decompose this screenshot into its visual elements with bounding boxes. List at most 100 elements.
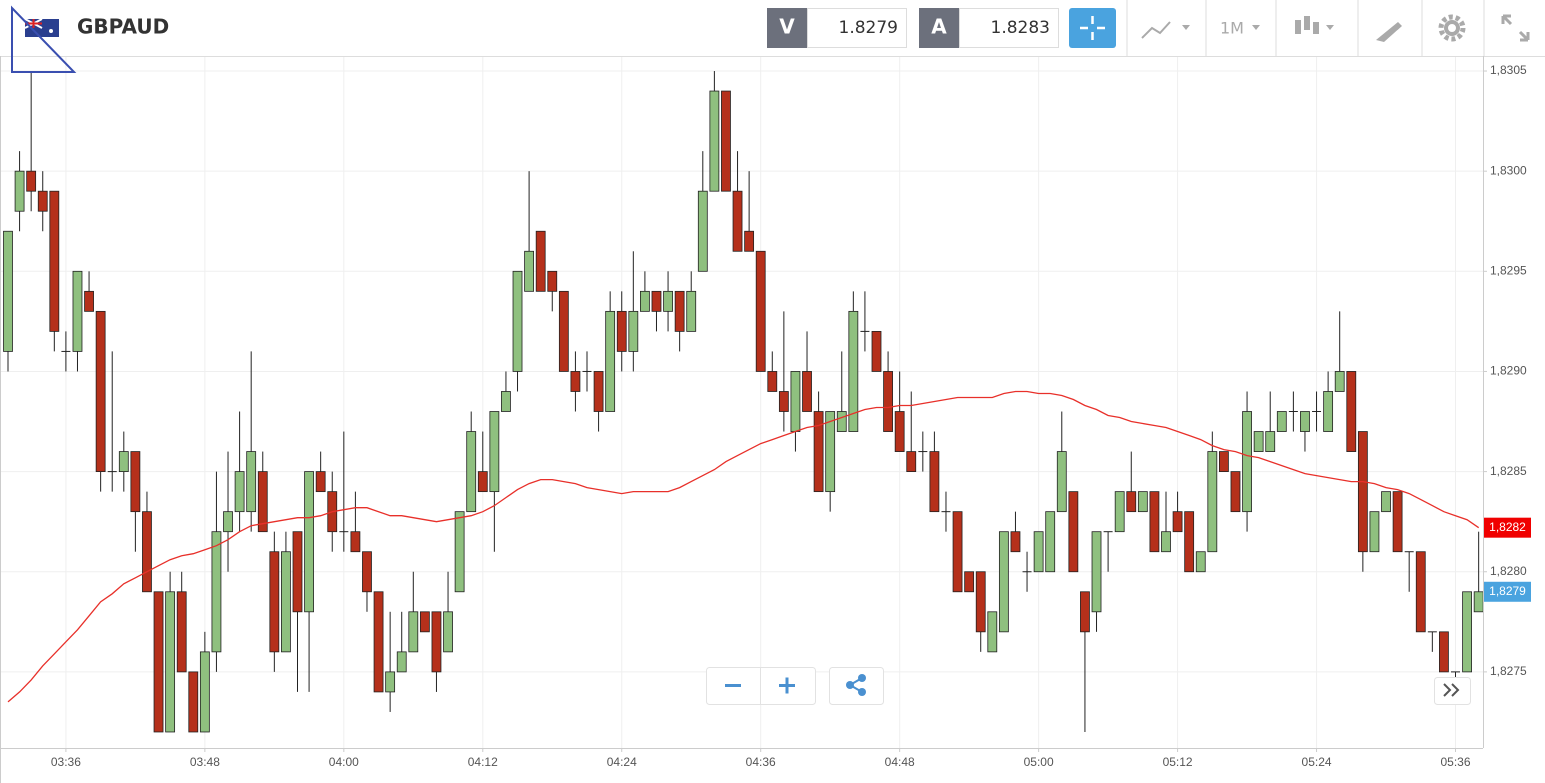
candle-body (1056, 451, 1067, 513)
candle-body (1253, 431, 1264, 452)
candle-body (396, 651, 407, 673)
candle-body (1300, 411, 1310, 432)
candle-body (489, 411, 500, 493)
candle-body (732, 190, 743, 252)
candle-body (790, 371, 801, 432)
candle-body (929, 451, 940, 513)
candle-body (558, 290, 569, 372)
candle-body (628, 310, 639, 352)
candle-body (281, 551, 291, 653)
candle-body (952, 511, 963, 593)
symbol: GBPAUD (77, 15, 169, 39)
candle-body (651, 290, 662, 312)
candle-body (848, 310, 859, 432)
candle-body (408, 611, 419, 653)
candle-body (894, 411, 905, 452)
candle-body (964, 571, 975, 593)
candle-body (755, 250, 766, 372)
ask-label-box (919, 8, 959, 48)
candle-body (802, 371, 812, 412)
y-tick-label: 1,8290 (1490, 364, 1527, 378)
candle-body (825, 411, 836, 493)
crosshair-button[interactable] (1069, 8, 1116, 48)
candle-body (1242, 411, 1252, 513)
ask-label: A (931, 15, 947, 39)
x-tick-label: 04:00 (329, 755, 359, 769)
candle-body (1415, 551, 1426, 633)
candle-body (373, 591, 384, 693)
candle-body (1172, 511, 1183, 533)
candle-body (1126, 491, 1137, 513)
candle-body (709, 90, 720, 192)
separators (1126, 0, 1485, 56)
scroll-end-button[interactable] (1434, 677, 1471, 705)
draw-tool-button[interactable] (1376, 22, 1402, 42)
bid-label: V (779, 15, 795, 39)
candle-body (14, 170, 25, 212)
candle-body (1357, 431, 1368, 553)
candle-body (1080, 591, 1090, 633)
candle-body (153, 591, 164, 733)
candle-body (419, 611, 430, 633)
fullscreen-button[interactable] (1501, 14, 1530, 42)
candle-body (257, 471, 268, 533)
candle-body (1045, 511, 1056, 573)
candle-body (211, 531, 222, 653)
price-tag (1484, 517, 1531, 538)
candle-body (1381, 491, 1391, 513)
y-tick-label: 1,8280 (1490, 564, 1527, 578)
price-tag-label: 1,8282 (1489, 520, 1526, 534)
candle-body (883, 371, 893, 432)
y-tick-label: 1,8295 (1490, 263, 1527, 277)
candle-body (1462, 591, 1472, 673)
candle-body (547, 270, 558, 292)
candle-body (512, 270, 523, 372)
candle-body (95, 310, 106, 473)
zoom-buttons[interactable] (706, 667, 816, 705)
candle-body (767, 371, 778, 392)
settings-button[interactable] (1438, 14, 1466, 42)
candle-body (1161, 531, 1171, 553)
candle-style-button[interactable] (1295, 16, 1334, 34)
price-tag (1484, 581, 1531, 602)
candle-body (1473, 591, 1484, 613)
x-tick-label: 05:36 (1440, 755, 1470, 769)
candle-body (37, 190, 48, 212)
candle-body (199, 651, 210, 733)
candle-body (1276, 411, 1287, 432)
candle-body (1369, 511, 1380, 553)
candle-body (1114, 491, 1125, 533)
candle-body (663, 290, 673, 312)
bid-box[interactable] (807, 8, 907, 48)
chart-type-button[interactable] (1141, 21, 1190, 39)
candle-body (1346, 371, 1357, 452)
timeframe[interactable]: 1M (1220, 19, 1244, 38)
candle-body (1230, 471, 1241, 513)
candle-body (1033, 531, 1044, 573)
y-tick-label: 1,8305 (1490, 63, 1527, 77)
corner-marker (11, 5, 77, 73)
candle-body (1219, 451, 1229, 473)
candle-body (501, 391, 511, 412)
candle-body (906, 451, 917, 473)
candle-body (292, 531, 303, 613)
candle-body (84, 290, 94, 312)
flag (24, 18, 59, 37)
bid-price: 1.8279 (839, 18, 898, 38)
candle-body (454, 511, 465, 593)
candle-body (744, 230, 755, 252)
candle-body (49, 190, 60, 332)
candle-body (1392, 491, 1403, 553)
ask-box[interactable] (959, 8, 1059, 48)
timeframe-caret (1252, 25, 1260, 30)
candle-body (1068, 491, 1079, 573)
y-tick-label: 1,8300 (1490, 163, 1527, 177)
share-button[interactable] (829, 667, 884, 705)
plot-area (0, 56, 1484, 748)
y-tick-label: 1,8275 (1490, 664, 1527, 678)
candle-body (72, 270, 83, 352)
candle-body (686, 290, 697, 332)
candle-body (674, 290, 685, 332)
candle-body (1010, 531, 1021, 553)
moving-average-line (7, 390, 1480, 703)
